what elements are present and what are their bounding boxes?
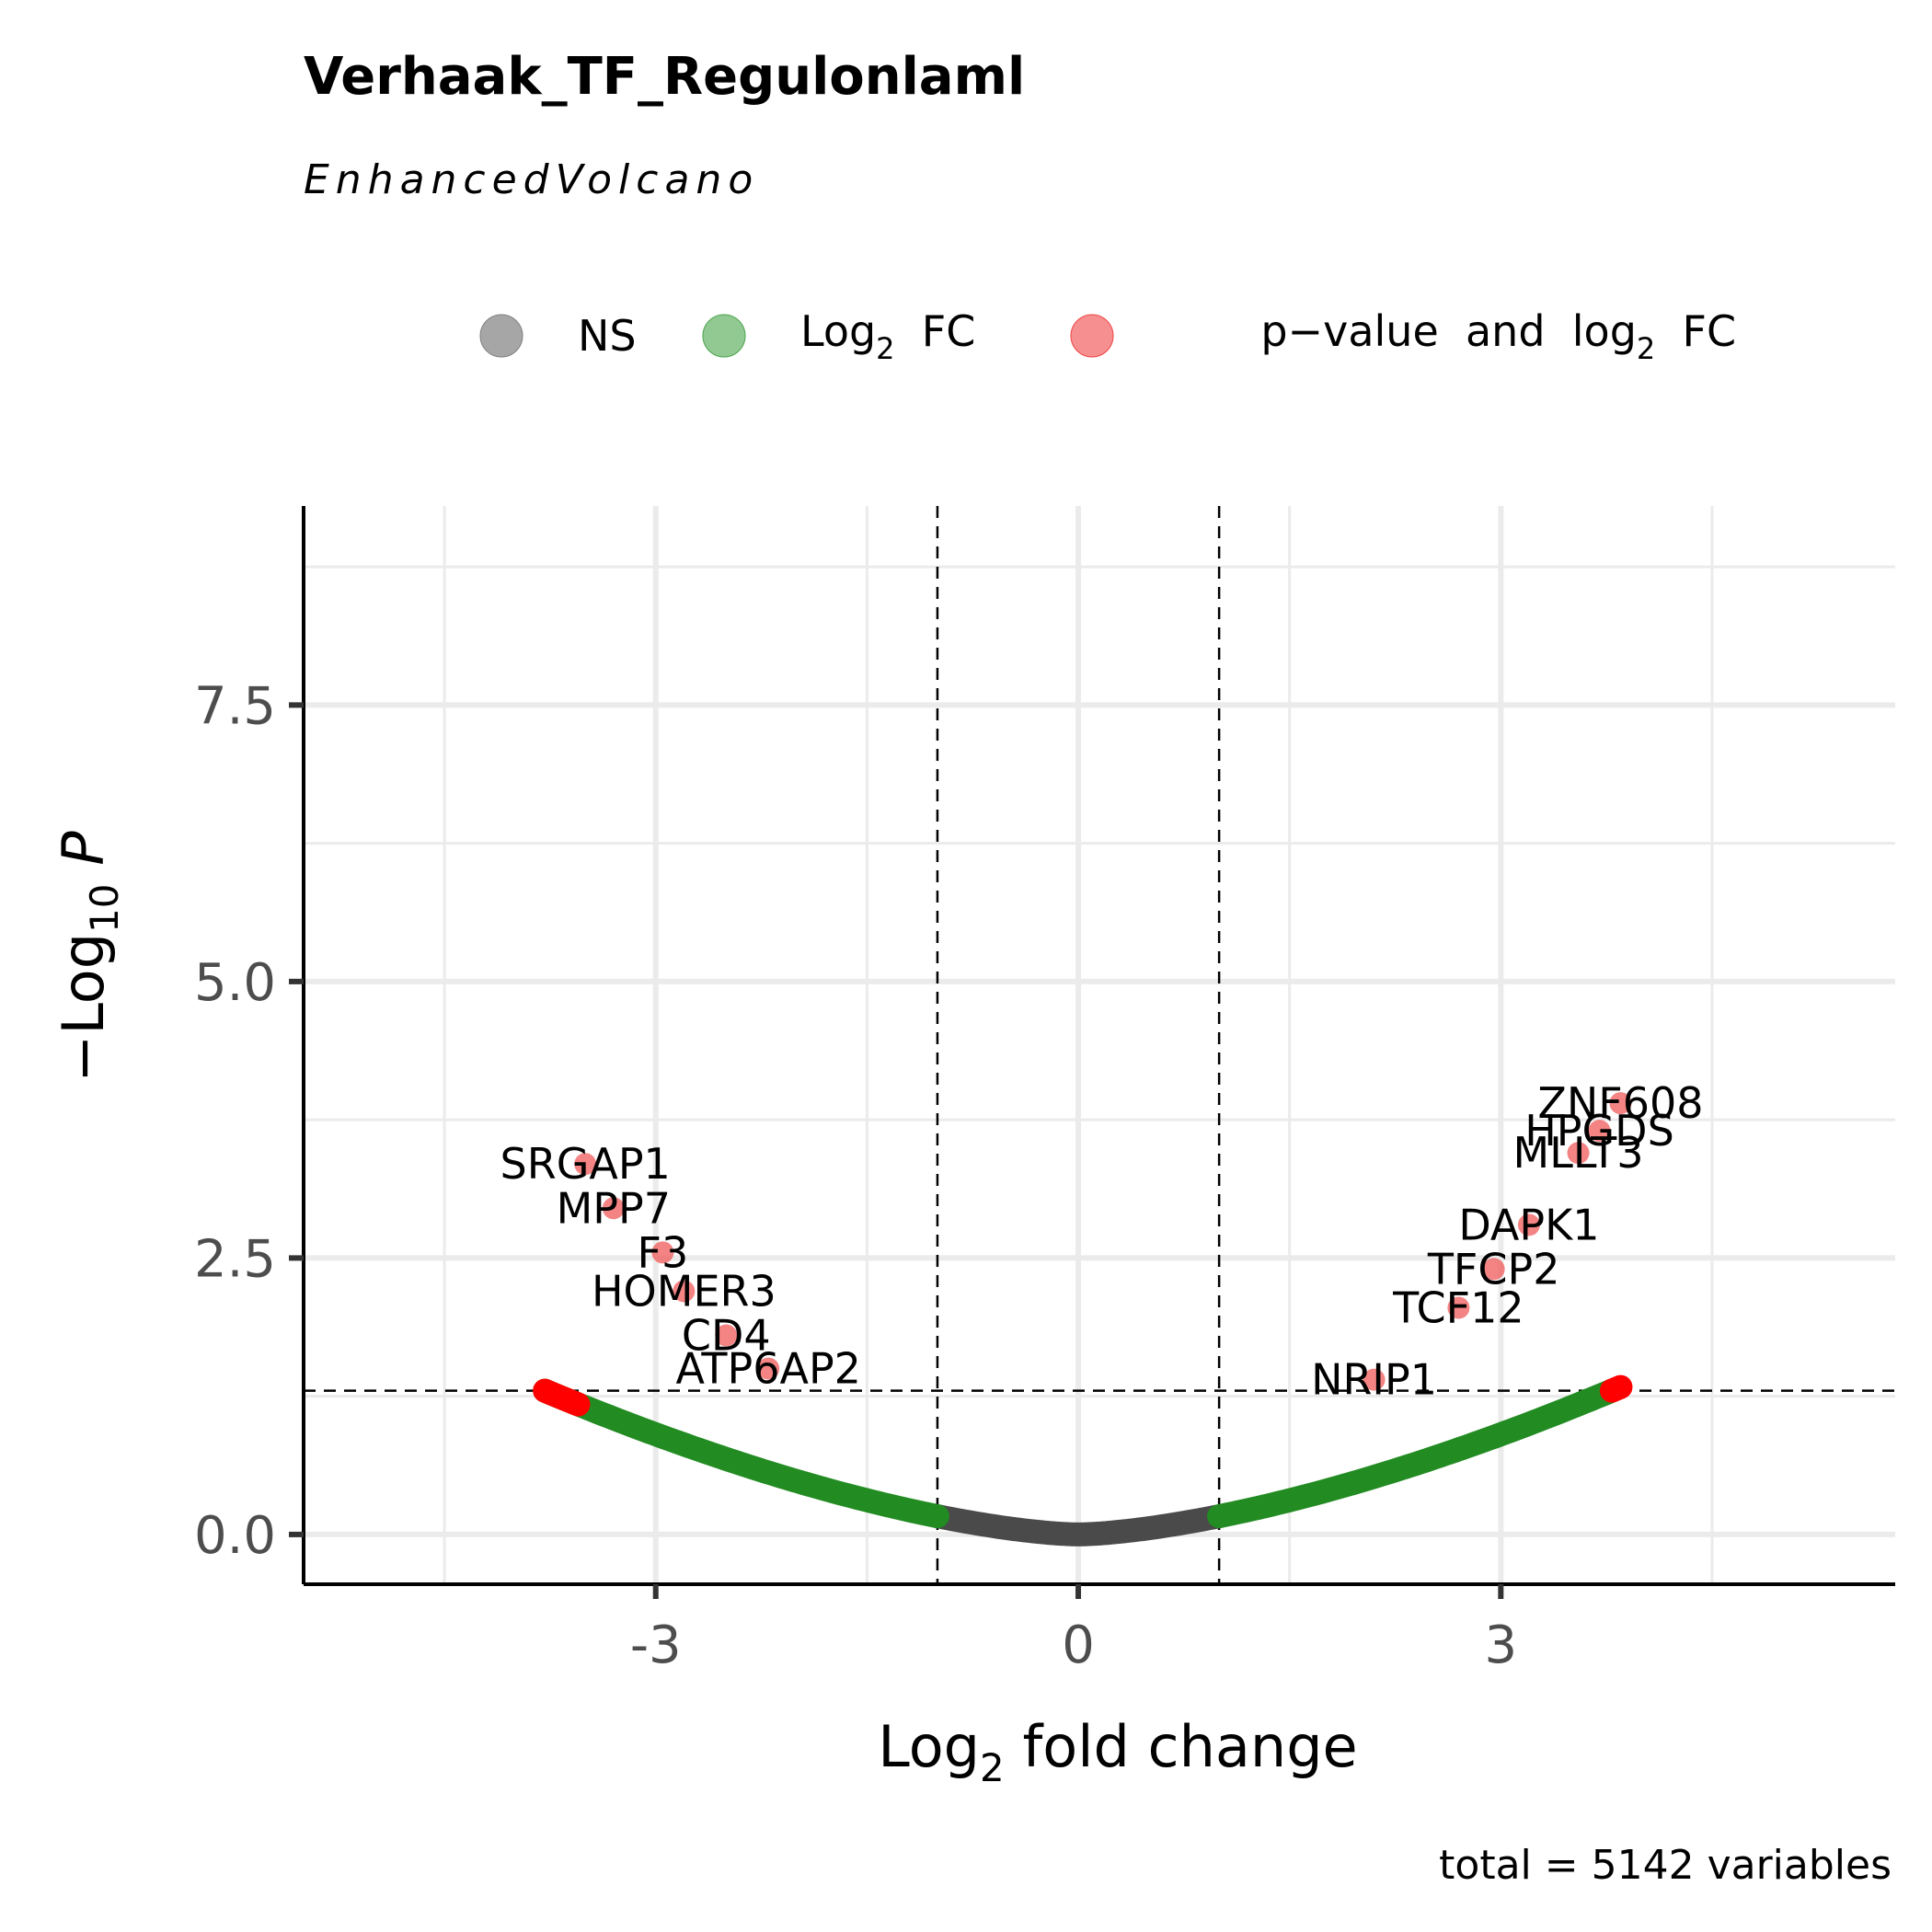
- gene-label: F3: [638, 1227, 689, 1277]
- labeled-point: [1447, 1296, 1470, 1319]
- y-tick-label: 2.5: [194, 1229, 276, 1289]
- labeled-point: [574, 1153, 597, 1176]
- log2fc-points-band-left: [533, 1378, 949, 1529]
- x-axis-title: Log2 fold change: [878, 1713, 1357, 1790]
- grid: [304, 506, 1895, 1584]
- x-tick-label: 0: [1062, 1616, 1095, 1675]
- ns-points-band: [925, 1504, 1232, 1547]
- gene-label: HOMER3: [592, 1266, 776, 1316]
- legend: NS Log2 FC p−value and log2 FC: [479, 306, 1803, 366]
- gene-label: CD4: [682, 1311, 771, 1361]
- caption: total = 5142 variables: [1439, 1842, 1892, 1889]
- labeled-point: [602, 1197, 625, 1220]
- gene-label: ATP6AP2: [675, 1344, 860, 1394]
- gene-label: MPP7: [557, 1183, 671, 1233]
- labeled-point: [1363, 1368, 1386, 1391]
- log2fc-points-band-right: [1207, 1378, 1624, 1529]
- y-axis-title: −Log10 P: [50, 831, 127, 1083]
- labeled-point: [1567, 1142, 1590, 1165]
- labeled-point: [1609, 1092, 1632, 1115]
- labeled-point: [651, 1241, 674, 1264]
- gene-label: TCF12: [1392, 1282, 1524, 1332]
- labeled-point: [673, 1280, 696, 1303]
- sig-points-band-right: [1599, 1374, 1633, 1403]
- labeled-point: [1517, 1213, 1540, 1236]
- cutoff-lines: [304, 506, 1895, 1584]
- legend-key-sig: [1070, 314, 1114, 358]
- legend-label-log2fc: Log2 FC: [800, 306, 975, 366]
- x-tick-label: -3: [630, 1616, 682, 1675]
- gene-label: DAPK1: [1458, 1200, 1599, 1249]
- data-points: [533, 1092, 1633, 1547]
- y-tick-label: 5.0: [194, 953, 276, 1013]
- y-tick-label: 7.5: [194, 676, 276, 736]
- axes: [302, 506, 1895, 1586]
- chart-subtitle: EnhancedVolcano: [304, 156, 759, 203]
- gene-label: SRGAP1: [500, 1139, 671, 1189]
- legend-label-ns: NS: [578, 311, 637, 361]
- ticks: -3 0 3 0.0 2.5 5.0 7.5: [194, 676, 1517, 1675]
- x-tick-label: 3: [1485, 1616, 1518, 1675]
- legend-key-ns: [479, 314, 523, 358]
- labeled-point: [1588, 1120, 1611, 1143]
- labeled-point: [715, 1324, 738, 1347]
- gene-label: NRIP1: [1311, 1355, 1437, 1405]
- sig-points-band-left: [533, 1378, 591, 1417]
- gene-label: HPGDS: [1524, 1106, 1674, 1156]
- gene-label: TFCP2: [1427, 1244, 1560, 1294]
- y-tick-label: 0.0: [194, 1506, 276, 1566]
- gene-label: MLLT3: [1513, 1128, 1644, 1178]
- labeled-point: [757, 1357, 780, 1380]
- labeled-point: [1482, 1258, 1505, 1281]
- gene-label: ZNF608: [1537, 1078, 1703, 1128]
- legend-key-log2fc: [702, 314, 746, 358]
- legend-label-sig: p−value and log2 FC: [1167, 306, 1803, 366]
- chart-title: Verhaak_TF_Regulonlaml: [304, 47, 1025, 107]
